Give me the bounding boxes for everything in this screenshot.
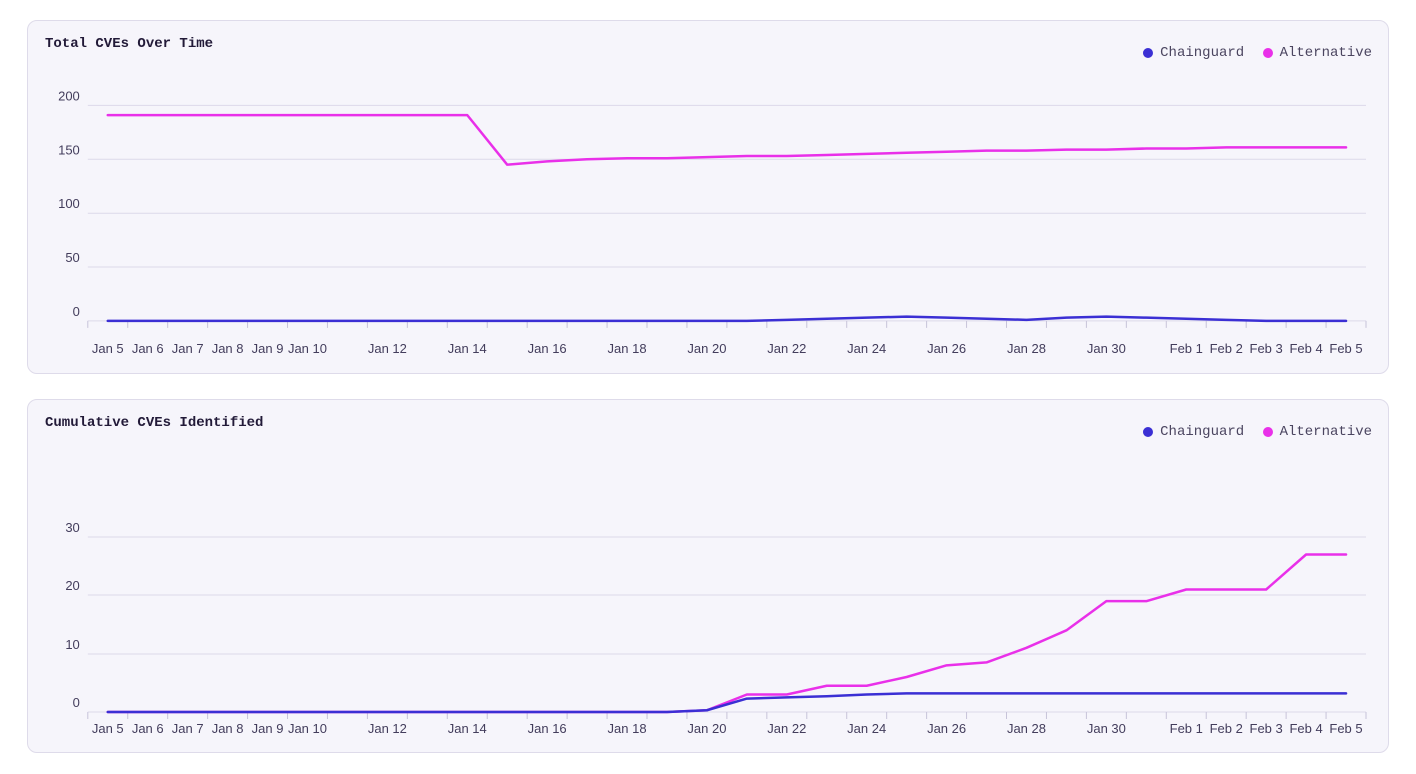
svg-text:200: 200 (58, 88, 80, 103)
svg-text:Jan 9: Jan 9 (252, 341, 284, 356)
svg-text:10: 10 (65, 637, 79, 652)
svg-text:Jan 6: Jan 6 (132, 341, 164, 356)
svg-text:Jan 10: Jan 10 (288, 341, 327, 356)
svg-text:Jan 5: Jan 5 (92, 341, 124, 356)
svg-text:Jan 30: Jan 30 (1087, 341, 1126, 356)
svg-text:Jan 12: Jan 12 (368, 341, 407, 356)
svg-text:Feb 1: Feb 1 (1170, 341, 1203, 356)
svg-text:Feb 5: Feb 5 (1329, 341, 1362, 356)
svg-text:Jan 28: Jan 28 (1007, 341, 1046, 356)
svg-text:Jan 7: Jan 7 (172, 341, 204, 356)
svg-text:0: 0 (73, 695, 80, 710)
svg-text:Feb 1: Feb 1 (1170, 721, 1203, 736)
svg-text:Jan 5: Jan 5 (92, 721, 124, 736)
svg-text:Feb 5: Feb 5 (1329, 721, 1362, 736)
svg-text:Feb 4: Feb 4 (1289, 721, 1322, 736)
svg-text:Jan 20: Jan 20 (687, 341, 726, 356)
svg-text:30: 30 (65, 520, 79, 535)
svg-text:Jan 8: Jan 8 (212, 721, 244, 736)
svg-text:Jan 6: Jan 6 (132, 721, 164, 736)
svg-text:Jan 30: Jan 30 (1087, 721, 1126, 736)
svg-text:Feb 4: Feb 4 (1289, 341, 1322, 356)
svg-text:Jan 14: Jan 14 (448, 341, 487, 356)
svg-text:Jan 18: Jan 18 (608, 721, 647, 736)
svg-text:Jan 22: Jan 22 (767, 721, 806, 736)
svg-text:150: 150 (58, 142, 80, 157)
svg-text:Jan 14: Jan 14 (448, 721, 487, 736)
svg-text:Jan 16: Jan 16 (528, 721, 567, 736)
svg-text:Jan 8: Jan 8 (212, 341, 244, 356)
svg-text:Feb 3: Feb 3 (1250, 721, 1283, 736)
svg-text:Jan 10: Jan 10 (288, 721, 327, 736)
svg-text:Feb 2: Feb 2 (1210, 341, 1243, 356)
svg-text:Jan 28: Jan 28 (1007, 721, 1046, 736)
svg-text:Jan 22: Jan 22 (767, 341, 806, 356)
svg-text:Feb 2: Feb 2 (1210, 721, 1243, 736)
svg-text:Jan 26: Jan 26 (927, 341, 966, 356)
svg-text:Jan 9: Jan 9 (252, 721, 284, 736)
svg-text:Jan 16: Jan 16 (528, 341, 567, 356)
svg-text:Jan 18: Jan 18 (608, 341, 647, 356)
svg-text:0: 0 (73, 304, 80, 319)
svg-text:Jan 26: Jan 26 (927, 721, 966, 736)
svg-text:Jan 7: Jan 7 (172, 721, 204, 736)
svg-text:Jan 24: Jan 24 (847, 341, 886, 356)
svg-text:Feb 3: Feb 3 (1250, 341, 1283, 356)
svg-text:100: 100 (58, 196, 80, 211)
svg-text:Jan 12: Jan 12 (368, 721, 407, 736)
svg-text:Jan 24: Jan 24 (847, 721, 886, 736)
svg-text:50: 50 (65, 250, 79, 265)
svg-text:20: 20 (65, 578, 79, 593)
svg-text:Jan 20: Jan 20 (687, 721, 726, 736)
